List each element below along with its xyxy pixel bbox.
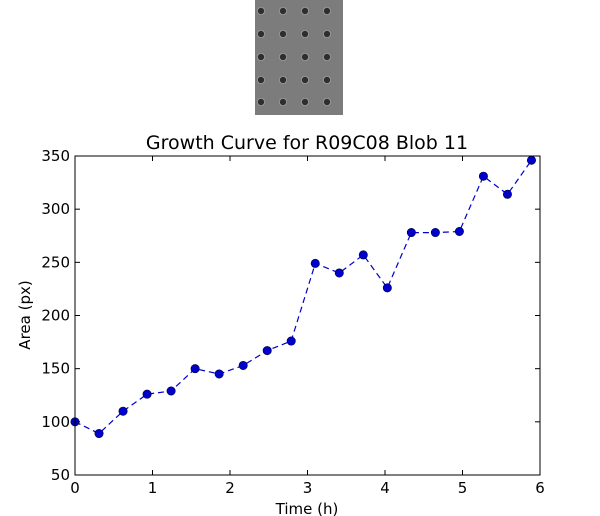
data-point — [334, 268, 344, 278]
well-dot — [257, 29, 265, 38]
y-tick-label: 200 — [41, 307, 70, 325]
x-axis-label: Time (h) — [275, 500, 339, 516]
well-dot — [278, 53, 287, 62]
data-point — [262, 346, 272, 356]
x-tick-label: 6 — [535, 479, 545, 497]
data-point — [142, 389, 152, 399]
well-dot — [323, 76, 332, 85]
y-tick-label: 300 — [41, 200, 70, 218]
well-dot — [323, 53, 332, 62]
well-dot — [301, 98, 310, 107]
x-tick-label: 2 — [225, 479, 235, 497]
well-dot — [278, 7, 287, 15]
well-dot — [278, 76, 287, 85]
data-point — [406, 228, 416, 238]
data-point — [478, 171, 488, 181]
y-tick-label: 350 — [41, 147, 70, 165]
plot-area — [70, 155, 536, 439]
well-dot — [323, 29, 332, 38]
plate-thumbnail-image — [255, 0, 343, 115]
well-dot — [257, 53, 265, 62]
y-tick-label: 250 — [41, 253, 70, 271]
data-point — [166, 386, 176, 396]
well-dot — [323, 7, 332, 15]
well-dot — [278, 29, 287, 38]
well-dot — [278, 98, 287, 107]
data-point — [118, 406, 128, 416]
x-tick-label: 1 — [148, 479, 158, 497]
data-point — [454, 226, 464, 236]
well-dot — [301, 29, 310, 38]
well-dot — [323, 98, 332, 107]
well-dot — [301, 76, 310, 85]
y-axis-label: Area (px) — [16, 280, 34, 349]
data-point — [382, 283, 392, 293]
data-point — [430, 228, 440, 238]
y-tick-label: 150 — [41, 360, 70, 378]
data-point — [286, 336, 296, 346]
plot-frame — [74, 155, 541, 476]
data-point — [190, 364, 200, 374]
data-point — [502, 189, 512, 199]
well-dot — [257, 7, 265, 15]
chart-title: Growth Curve for R09C08 Blob 11 — [146, 132, 468, 154]
well-dot — [301, 7, 310, 15]
well-dot — [257, 76, 265, 85]
well-dot — [257, 98, 265, 107]
data-point — [358, 250, 368, 260]
data-point — [310, 258, 320, 268]
axes: 0 1 2 3 4 5 6 50 100 150 200 250 300 350 — [41, 147, 544, 497]
data-point — [214, 369, 224, 379]
y-tick-label: 100 — [41, 413, 70, 431]
well-dot — [301, 53, 310, 62]
x-tick-label: 4 — [380, 479, 390, 497]
y-tick-label: 50 — [51, 466, 70, 484]
data-point — [94, 429, 104, 439]
x-tick-label: 3 — [303, 479, 313, 497]
data-point — [238, 360, 248, 370]
x-tick-label: 5 — [458, 479, 468, 497]
data-point — [526, 155, 536, 165]
x-tick-label: 0 — [70, 479, 80, 497]
